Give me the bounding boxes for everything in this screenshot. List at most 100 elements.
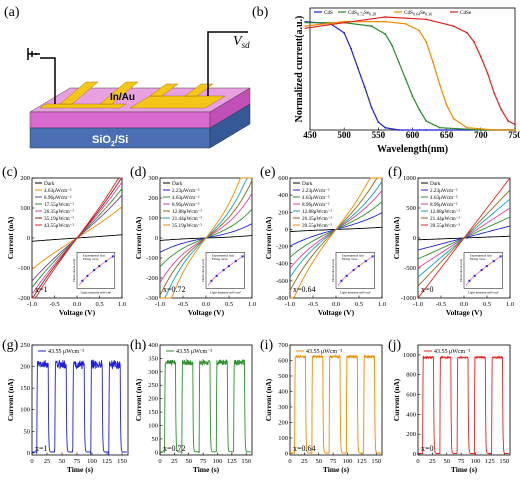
panel-f-chart: (f) -1.0 -0.5 0.0 0.5 1.0 -1000 -500 0 500 1000 Vol… <box>388 165 514 317</box>
y-tick-label: 200 <box>406 431 416 438</box>
plot-frame <box>159 344 253 456</box>
y-tick-label: 0 <box>27 450 30 457</box>
y-axis-label: Current (nA) <box>6 378 15 421</box>
y-tick-label: 0 <box>155 235 158 242</box>
x-tick-label: 125 <box>485 458 495 465</box>
data-point <box>479 129 482 131</box>
composition-annotation: x=0.64 <box>293 285 316 294</box>
iv-curve <box>160 177 252 299</box>
x-tick-label: 75 <box>200 458 207 465</box>
y-tick-label: -100 <box>146 255 158 262</box>
panel-label: (e) <box>260 165 276 180</box>
inset-legend-entry: Fitting curve <box>83 257 99 261</box>
electrode-finger <box>184 83 214 97</box>
data-point <box>397 129 400 131</box>
data-point <box>425 40 428 43</box>
x-tick-label: 1.0 <box>378 301 386 308</box>
inset-data-point <box>357 265 360 268</box>
inset-data-point <box>86 274 89 277</box>
inset-legend-entry: Fitting curve <box>470 257 486 261</box>
inset-fit-curve <box>465 256 501 286</box>
data-point <box>425 129 428 131</box>
x-tick-label: 150 <box>499 458 509 465</box>
y-tick-label: -200 <box>146 275 158 282</box>
inset-y-label: Photocurrent (nA) <box>201 259 205 282</box>
inset-data-point <box>340 279 343 282</box>
y-tick-label: 0 <box>285 226 288 233</box>
inset-data-point <box>499 255 502 258</box>
x-tick-label: 100 <box>87 458 97 465</box>
legend-entry: Dark <box>430 181 441 187</box>
inset-data-point <box>105 260 108 263</box>
y-tick-label: 200 <box>278 209 288 216</box>
photoresponse-trace <box>32 359 127 456</box>
y-axis-label: Current (nA) <box>392 378 401 421</box>
data-point <box>452 25 455 27</box>
x-tick-label: -1.0 <box>413 301 423 308</box>
y-tick-label: 300 <box>148 175 158 182</box>
data-point <box>473 40 475 43</box>
inset-data-point <box>480 269 483 272</box>
data-point <box>432 61 434 64</box>
x-tick-label: 0 <box>158 458 161 465</box>
x-tick-label: -0.5 <box>49 301 59 308</box>
legend-entry: 4.63μWcm⁻² <box>430 195 458 201</box>
y-tick-label: -500 <box>404 265 416 272</box>
legend-entry: 8.96μWcm⁻² <box>44 195 72 201</box>
x-axis-label: Voltage (V) <box>188 308 225 317</box>
y-axis-label: Current (nA) <box>134 216 143 259</box>
legend-entry: 26.35μWcm⁻² <box>44 209 74 215</box>
x-tick-label: 75 <box>74 458 81 465</box>
composition-annotation: x=0 <box>421 444 434 453</box>
electrode-pad-left <box>39 103 127 109</box>
inset-data-point <box>227 265 230 268</box>
y-tick-label: 400 <box>278 388 288 395</box>
x-tick-label: 0.5 <box>355 301 363 308</box>
substrate-label: SiO2/Si <box>92 134 128 148</box>
y-tick-label: 350 <box>148 355 158 362</box>
y-tick-label: 50 <box>152 436 159 443</box>
ground-wire <box>40 57 56 104</box>
y-axis-label: Current (nA) <box>264 216 273 259</box>
y-tick-label: 200 <box>278 419 288 426</box>
y-tick-label: 250 <box>148 382 158 389</box>
y-tick-label: 500 <box>278 373 288 380</box>
data-point <box>514 129 516 131</box>
data-point <box>384 16 387 18</box>
x-tick-label: 150 <box>371 458 381 465</box>
inset-frame <box>205 252 245 289</box>
legend-entry: 8.96μWcm⁻² <box>430 202 458 208</box>
x-axis-label: Voltage (V) <box>318 308 355 317</box>
x-axis-label: Voltage (V) <box>59 308 96 317</box>
y-tick-label: 600 <box>278 175 288 182</box>
x-tick-label: 0 <box>416 458 419 465</box>
x-tick-label: 0 <box>288 458 291 465</box>
y-tick-label: -800 <box>276 295 288 302</box>
y-tick-label: -100 <box>18 265 30 272</box>
x-tick-label: 50 <box>59 458 66 465</box>
data-point <box>363 86 366 88</box>
x-tick-label: 50 <box>316 458 323 465</box>
data-point <box>452 117 455 120</box>
inset-legend-entry: Fitting curve <box>212 257 228 261</box>
bias-wire <box>207 31 248 96</box>
legend-entry: CdS0.64Se0.36 <box>404 10 432 17</box>
data-point <box>425 120 428 122</box>
panel-a-schematic: (a) Vsd In/Au SiO2/Si <box>4 5 251 149</box>
inset-data-point <box>492 260 495 263</box>
data-point <box>391 44 393 47</box>
y-axis-label: Current (nA) <box>134 378 143 421</box>
data-point <box>356 66 359 69</box>
y-axis-label: Current (nA) <box>264 378 273 421</box>
x-axis-label: Wavelength(nm) <box>377 144 448 155</box>
x-tick-label: 700 <box>474 130 488 140</box>
legend-entry: 39.55μWcm⁻² <box>430 223 460 229</box>
y-tick-label: 100 <box>148 215 158 222</box>
inset-data-point <box>352 269 355 272</box>
composition-annotation: x=0 <box>421 285 434 294</box>
photoresponse-trace <box>418 354 509 456</box>
power-label: 43.55 μWcm⁻² <box>306 349 342 355</box>
data-point <box>493 129 496 131</box>
